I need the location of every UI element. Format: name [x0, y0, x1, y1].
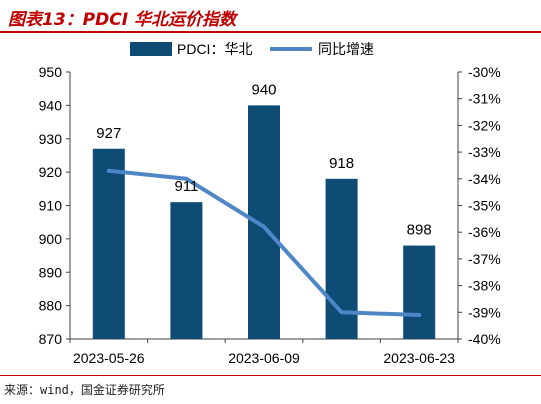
- bar-data-label: 898: [407, 222, 432, 239]
- x-tick-label: 2023-06-23: [383, 350, 455, 366]
- x-tick-label: 2023-05-26: [73, 350, 145, 366]
- right-tick-label: -34%: [468, 171, 501, 187]
- left-tick-label: 950: [39, 64, 63, 80]
- left-tick-label: 890: [39, 264, 63, 280]
- bar-data-label: 918: [329, 155, 354, 172]
- bar-data-label: 940: [251, 81, 276, 98]
- title-rule: [0, 31, 541, 33]
- left-tick-label: 910: [39, 198, 63, 214]
- legend: PDCI：华北 同比增速: [130, 41, 374, 57]
- left-tick-label: 870: [39, 331, 63, 347]
- line-series: [106, 168, 422, 317]
- axes: 950 940 930 920 910 900 890 880 870 -30% -31% -32% -…: [39, 64, 501, 366]
- bar: [403, 245, 436, 339]
- source-note: 来源：wind，国金证券研究所: [4, 383, 165, 397]
- right-tick-label: -35%: [468, 198, 501, 214]
- right-tick-label: -37%: [468, 251, 501, 267]
- figure-title: 图表13：PDCI 华北运价指数: [8, 10, 236, 30]
- right-tick-label: -31%: [468, 91, 501, 107]
- right-tick-label: -38%: [468, 278, 501, 294]
- right-tick-label: -30%: [468, 64, 501, 80]
- source-rule: [0, 375, 541, 376]
- right-tick-label: -32%: [468, 117, 501, 133]
- legend-bar-label: PDCI：华北: [177, 41, 252, 57]
- x-tick-label: 2023-06-09: [228, 350, 300, 366]
- bar: [325, 178, 358, 339]
- legend-bar-swatch: [130, 42, 172, 56]
- bar-data-label: 927: [96, 125, 121, 142]
- left-tick-label: 920: [39, 164, 63, 180]
- bar-data-label: 911: [174, 178, 198, 195]
- bar: [92, 148, 125, 339]
- right-tick-label: -33%: [468, 144, 501, 160]
- left-tick-label: 940: [39, 97, 63, 113]
- bar-series: [92, 105, 436, 339]
- left-tick-label: 880: [39, 298, 63, 314]
- legend-line-label: 同比增速: [318, 41, 374, 57]
- right-tick-label: -39%: [468, 304, 501, 320]
- data-labels: 927 911 940 918 898: [96, 81, 431, 238]
- left-tick-label: 900: [39, 231, 63, 247]
- right-tick-label: -40%: [468, 331, 501, 347]
- bar: [170, 202, 203, 339]
- right-tick-label: -36%: [468, 224, 501, 240]
- left-tick-label: 930: [39, 131, 63, 147]
